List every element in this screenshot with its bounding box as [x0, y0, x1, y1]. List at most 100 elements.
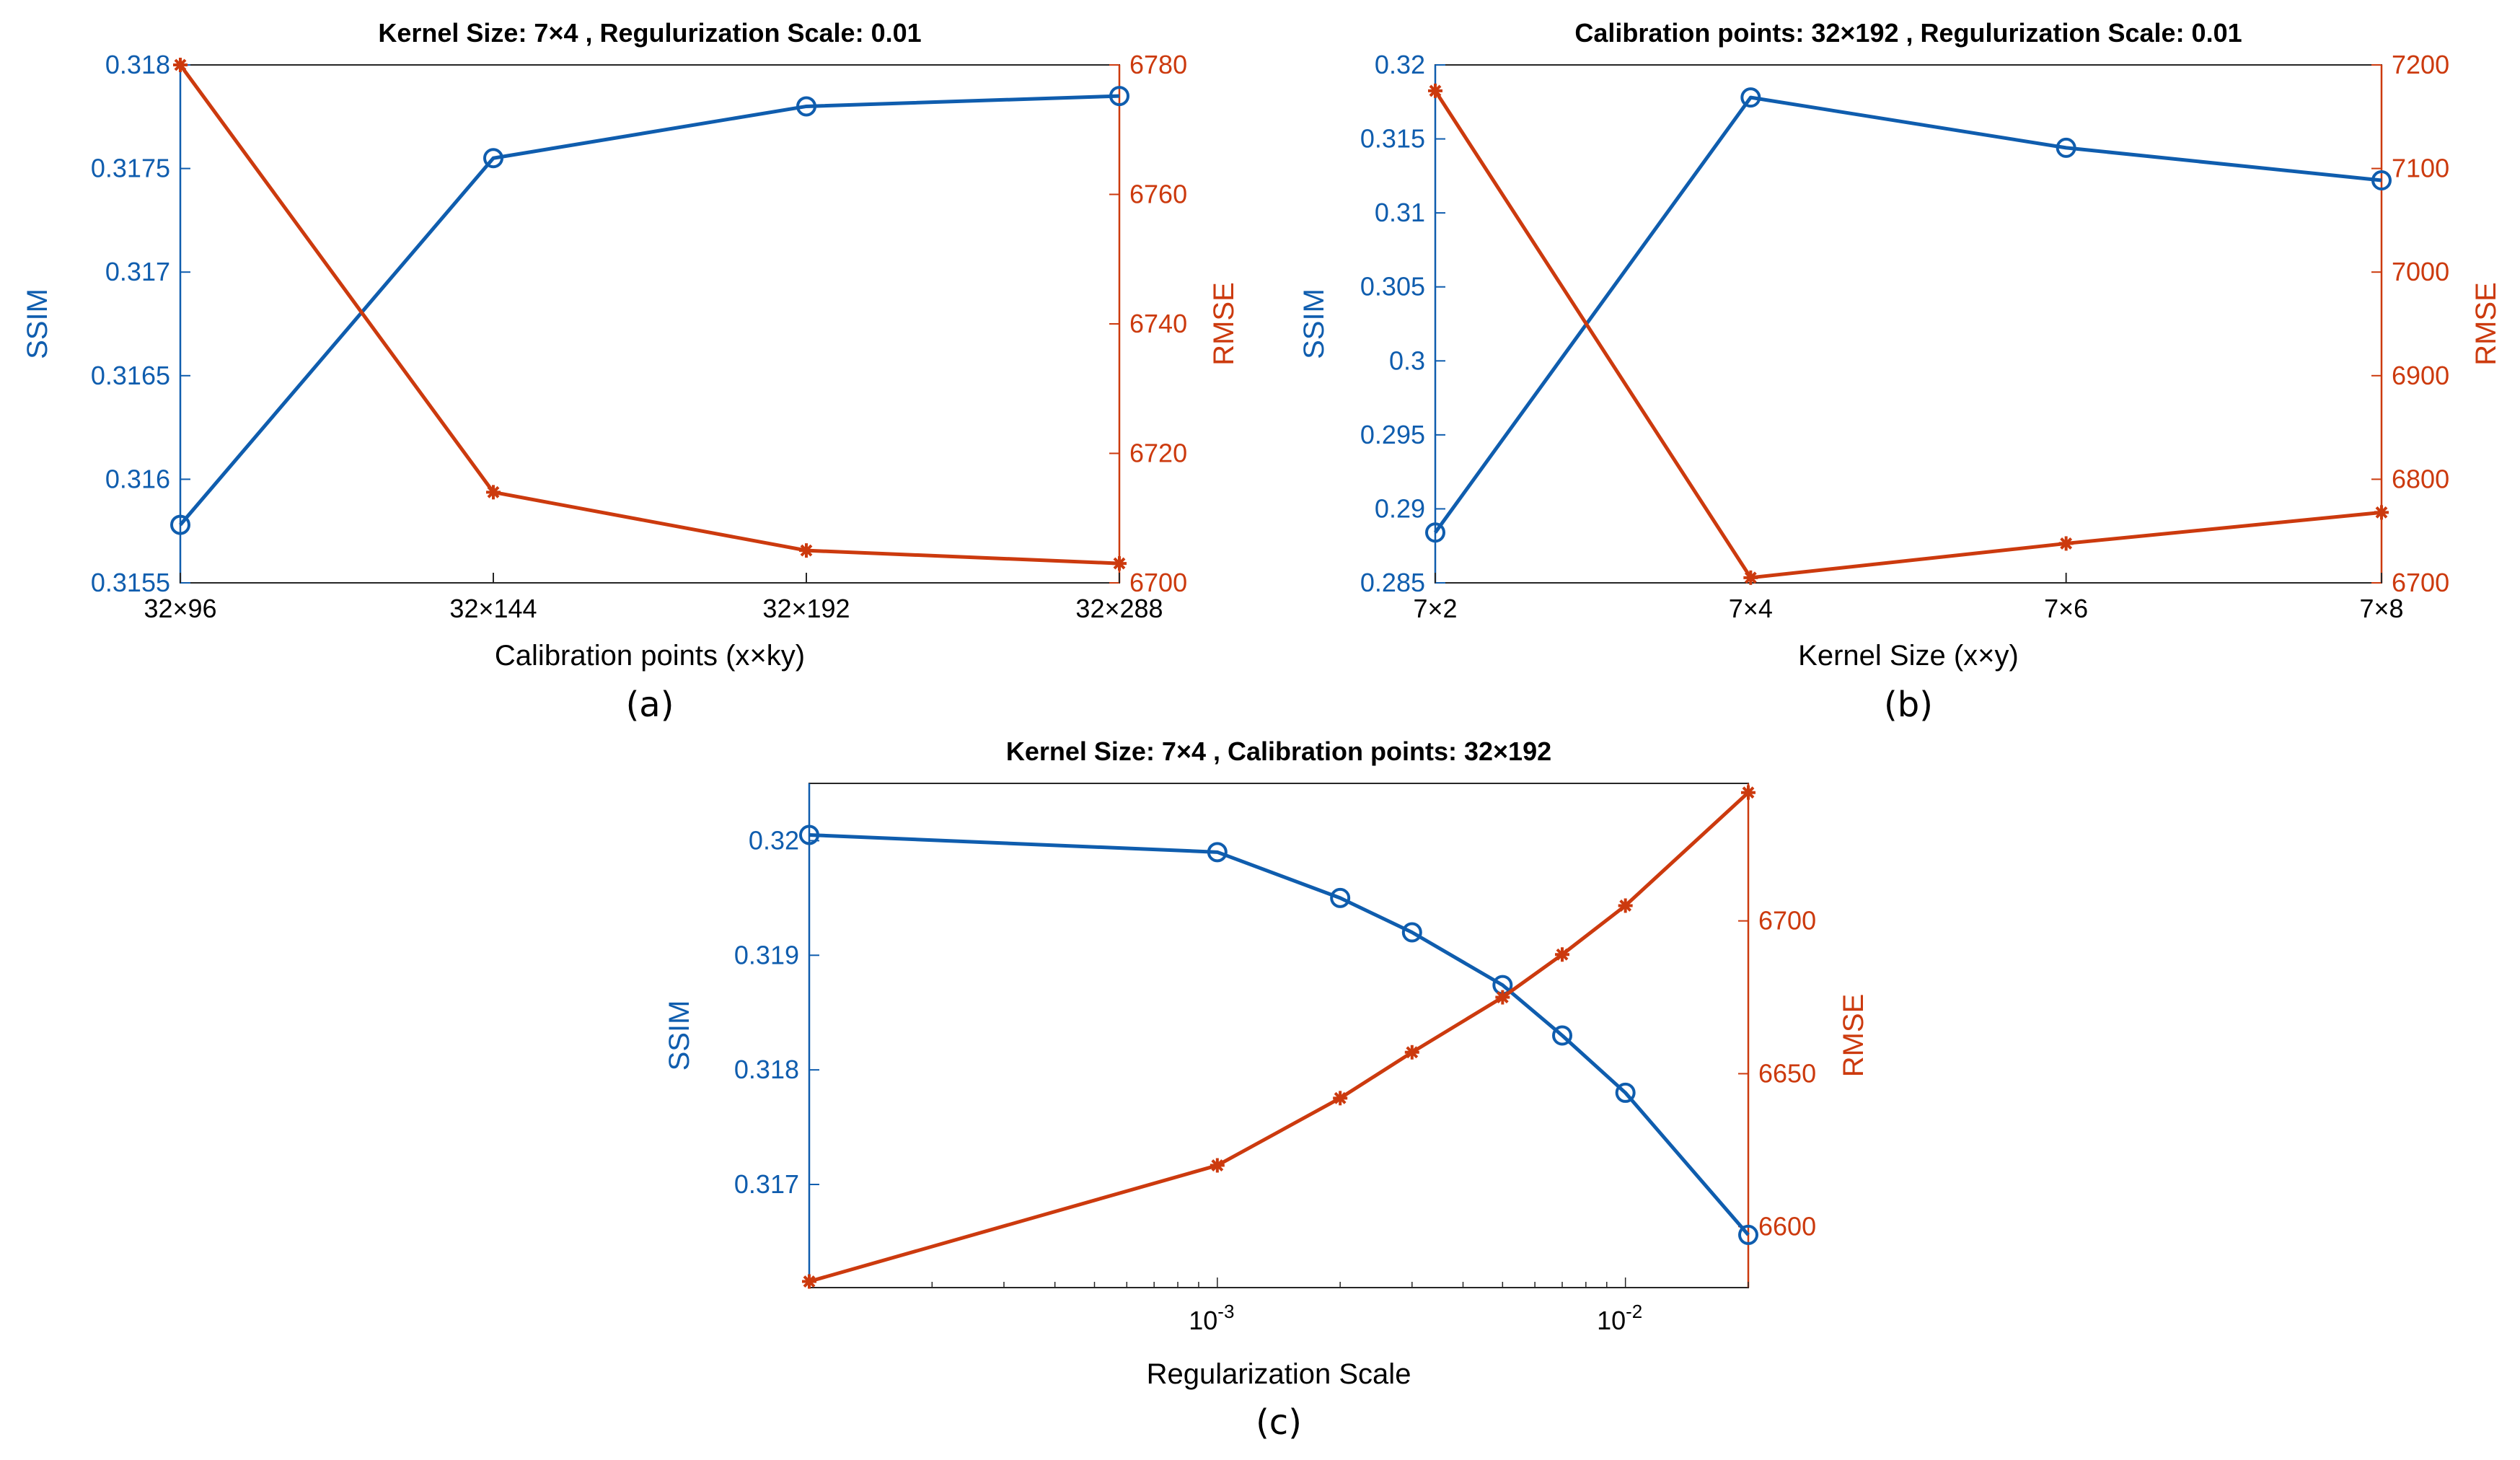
- data-point-rmse: [2374, 505, 2389, 520]
- ytick-left-label: 0.32: [749, 825, 799, 855]
- ytick-right-label: 6780: [1129, 50, 1187, 79]
- data-point-ssim: [1207, 842, 1228, 863]
- series-line-rmse: [178, 63, 1120, 566]
- data-point-ssim: [1740, 87, 1761, 108]
- plot-frame: [1435, 64, 2382, 584]
- ytick-right-label: 6740: [1129, 309, 1187, 338]
- xtick-label: 7×8: [2359, 594, 2403, 623]
- data-point-rmse: [1743, 570, 1758, 585]
- panel-caption: (a): [626, 685, 674, 725]
- data-point-ssim: [1401, 922, 1422, 943]
- data-point-rmse: [1404, 1045, 1419, 1060]
- ytick-right-label: 6700: [1758, 906, 1816, 936]
- series-line-rmse: [809, 791, 1750, 1283]
- chart-title: Calibration points: 32×192 , Regulurizat…: [1574, 18, 2242, 48]
- ytick-right-label: 6720: [1129, 439, 1187, 468]
- ytick-left-label: 0.317: [105, 257, 170, 286]
- xtick-label: 32×144: [449, 594, 537, 623]
- data-point-rmse: [1741, 785, 1755, 800]
- ytick-right-label: 6800: [2392, 464, 2449, 493]
- chart-title: Kernel Size: 7×4 , Calibration points: 3…: [1006, 736, 1551, 766]
- plot-frame: [180, 64, 1120, 584]
- ytick-right-label: 6900: [2392, 361, 2449, 390]
- data-point-ssim: [799, 824, 819, 845]
- ytick-right-label: 7200: [2392, 50, 2449, 79]
- xtick-exponent: -2: [1626, 1301, 1642, 1322]
- xtick-label: 7×6: [2044, 594, 2088, 623]
- xtick-label: 32×96: [144, 594, 216, 623]
- series-line-ssim: [809, 832, 1750, 1236]
- ytick-left-label: 0.295: [1360, 420, 1425, 449]
- series-line-ssim: [1433, 95, 2382, 534]
- xtick-exponent: -3: [1217, 1301, 1234, 1322]
- xtick-label: 32×192: [762, 594, 850, 623]
- x-axis-label: Kernel Size (x×y): [1798, 640, 2019, 672]
- y-axis-label-right: RMSE: [2470, 282, 2502, 366]
- series-line-ssim: [179, 94, 1120, 527]
- chart-title: Kernel Size: 7×4 , Regulurization Scale:…: [378, 18, 921, 48]
- y-axis-label-left: SSIM: [664, 1001, 695, 1071]
- data-point-rmse: [1495, 990, 1510, 1005]
- data-point-ssim: [2371, 170, 2392, 191]
- data-point-ssim: [1330, 887, 1351, 908]
- ytick-left-label: 0.3165: [91, 361, 170, 390]
- data-point-rmse: [173, 58, 188, 72]
- data-point-ssim: [170, 514, 190, 535]
- ytick-left-label: 0.318: [734, 1055, 799, 1084]
- data-point-ssim: [1109, 86, 1129, 107]
- data-point-ssim: [2056, 137, 2076, 158]
- xtick-label: 7×4: [1729, 594, 1773, 623]
- panel-caption: (b): [1884, 685, 1933, 725]
- data-point-rmse: [486, 485, 501, 500]
- ytick-left-label: 0.3175: [91, 154, 170, 183]
- chart-panel-a: Kernel Size: 7×4 , Regulurization Scale:…: [22, 18, 1240, 725]
- series-line-rmse: [1433, 89, 2382, 580]
- y-axis-label-left: SSIM: [22, 289, 53, 359]
- data-point-ssim: [1425, 522, 1445, 543]
- data-point-ssim: [796, 96, 816, 117]
- data-point-rmse: [1428, 83, 1442, 98]
- chart-panel-c: Kernel Size: 7×4 , Calibration points: 3…: [664, 736, 1869, 1443]
- data-point-ssim: [483, 148, 503, 169]
- ytick-left-label: 0.316: [105, 464, 170, 493]
- ytick-left-label: 0.305: [1360, 272, 1425, 302]
- ytick-left-label: 0.285: [1360, 568, 1425, 597]
- xtick-label: 7×2: [1413, 594, 1457, 623]
- data-point-rmse: [1618, 898, 1633, 913]
- xtick-label: 10-3: [1189, 1301, 1234, 1335]
- data-point-rmse: [1210, 1158, 1225, 1173]
- ytick-left-label: 0.319: [734, 940, 799, 969]
- data-point-ssim: [1552, 1025, 1573, 1046]
- ytick-right-label: 6600: [1758, 1211, 1816, 1241]
- data-point-rmse: [1555, 947, 1570, 962]
- y-axis-label-right: RMSE: [1838, 994, 1869, 1078]
- data-point-rmse: [1112, 556, 1127, 571]
- ytick-left-label: 0.29: [1375, 493, 1425, 523]
- data-point-rmse: [802, 1274, 816, 1289]
- data-point-rmse: [1333, 1091, 1348, 1106]
- ytick-left-label: 0.32: [1375, 50, 1425, 79]
- ytick-left-label: 0.317: [734, 1169, 799, 1199]
- xtick-label: 10-2: [1597, 1301, 1642, 1335]
- y-axis-label-left: SSIM: [1298, 289, 1330, 359]
- ytick-left-label: 0.315: [1360, 124, 1425, 154]
- x-axis-label: Calibration points (x×ky): [495, 640, 805, 672]
- xtick-label: 32×288: [1075, 594, 1163, 623]
- xtick-base: 10: [1189, 1306, 1217, 1335]
- xtick-base: 10: [1597, 1306, 1626, 1335]
- x-axis-label: Regularization Scale: [1147, 1358, 1411, 1390]
- data-point-rmse: [2058, 536, 2074, 551]
- y-axis-label-right: RMSE: [1208, 282, 1240, 366]
- data-point-ssim: [1615, 1082, 1636, 1103]
- plot-frame: [809, 783, 1749, 1288]
- ytick-right-label: 6650: [1758, 1058, 1816, 1088]
- ytick-left-label: 0.3155: [91, 568, 170, 597]
- data-point-ssim: [1738, 1224, 1758, 1245]
- ytick-right-label: 7100: [2392, 154, 2449, 183]
- ytick-left-label: 0.31: [1375, 198, 1425, 227]
- panel-caption: (c): [1256, 1402, 1302, 1443]
- ytick-right-label: 7000: [2392, 257, 2449, 286]
- ytick-left-label: 0.318: [105, 50, 170, 79]
- ytick-right-label: 6760: [1129, 180, 1187, 209]
